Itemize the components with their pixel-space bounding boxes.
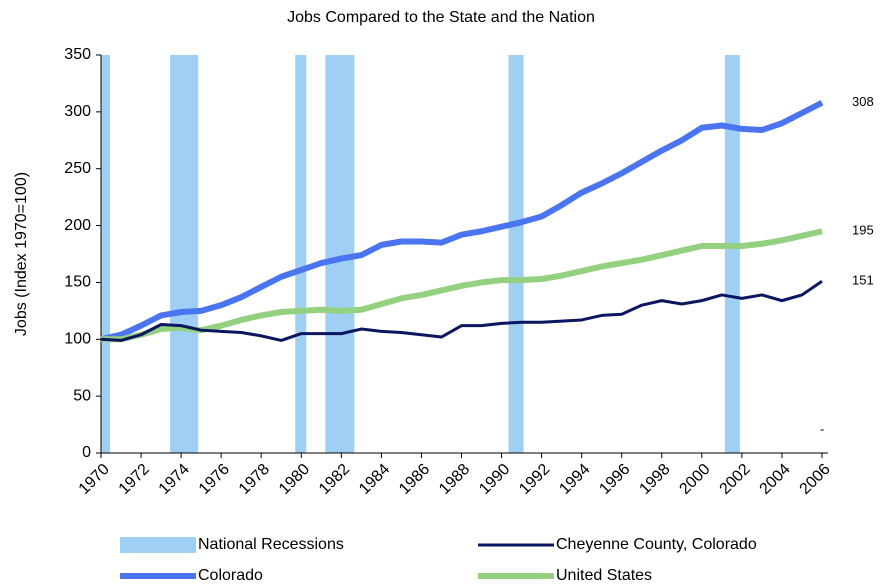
recession-band <box>101 55 111 453</box>
x-tick-label: 2002 <box>717 461 754 498</box>
y-tick-label: 100 <box>64 331 91 348</box>
x-tick-label: 1982 <box>316 461 353 498</box>
y-tick-label: 0 <box>82 444 91 461</box>
chart-title: Jobs Compared to the State and the Natio… <box>287 9 595 26</box>
end-label: 308 <box>852 94 874 109</box>
y-tick-label: 350 <box>64 46 91 63</box>
series-line <box>101 228 823 343</box>
series-line <box>100 280 823 342</box>
x-tick-label: 1998 <box>636 461 673 498</box>
legend-swatch <box>120 537 196 553</box>
series-line <box>100 100 824 343</box>
y-tick-label: 200 <box>64 217 91 234</box>
recession-band <box>325 55 355 453</box>
y-tick-label: 50 <box>73 387 91 404</box>
legend-label: Cheyenne County, Colorado <box>556 536 757 553</box>
x-tick-label: 1976 <box>196 461 233 498</box>
legend-label: United States <box>556 567 652 584</box>
recession-band <box>295 55 307 453</box>
x-tick-label: 1996 <box>596 461 633 498</box>
x-tick-label: 1980 <box>276 461 313 498</box>
y-tick-label: 250 <box>64 160 91 177</box>
x-tick-label: 1978 <box>236 461 273 498</box>
x-tick-label: 1992 <box>516 461 553 498</box>
x-tick-label: 1990 <box>476 461 513 498</box>
y-tick-label: 300 <box>64 103 91 120</box>
annotation: - <box>820 421 824 436</box>
recession-band <box>508 55 524 453</box>
x-tick-label: 2004 <box>757 461 794 498</box>
x-tick-label: 1972 <box>116 461 153 498</box>
end-label: 195 <box>852 223 874 238</box>
x-tick-label: 1974 <box>156 461 193 498</box>
x-tick-label: 1984 <box>356 461 393 498</box>
y-axis-label: Jobs (Index 1970=100) <box>13 172 30 336</box>
end-label: 151 <box>852 273 874 288</box>
x-tick-label: 1994 <box>556 461 593 498</box>
x-tick-label: 1986 <box>396 461 433 498</box>
x-tick-label: 2006 <box>797 461 834 498</box>
x-tick-label: 1988 <box>436 461 473 498</box>
recession-band <box>724 55 740 453</box>
y-tick-label: 150 <box>64 274 91 291</box>
x-tick-label: 2000 <box>676 461 713 498</box>
x-tick-label: 1970 <box>76 461 113 498</box>
legend-label: National Recessions <box>198 536 344 553</box>
legend-label: Colorado <box>198 567 263 584</box>
recession-band <box>170 55 199 453</box>
